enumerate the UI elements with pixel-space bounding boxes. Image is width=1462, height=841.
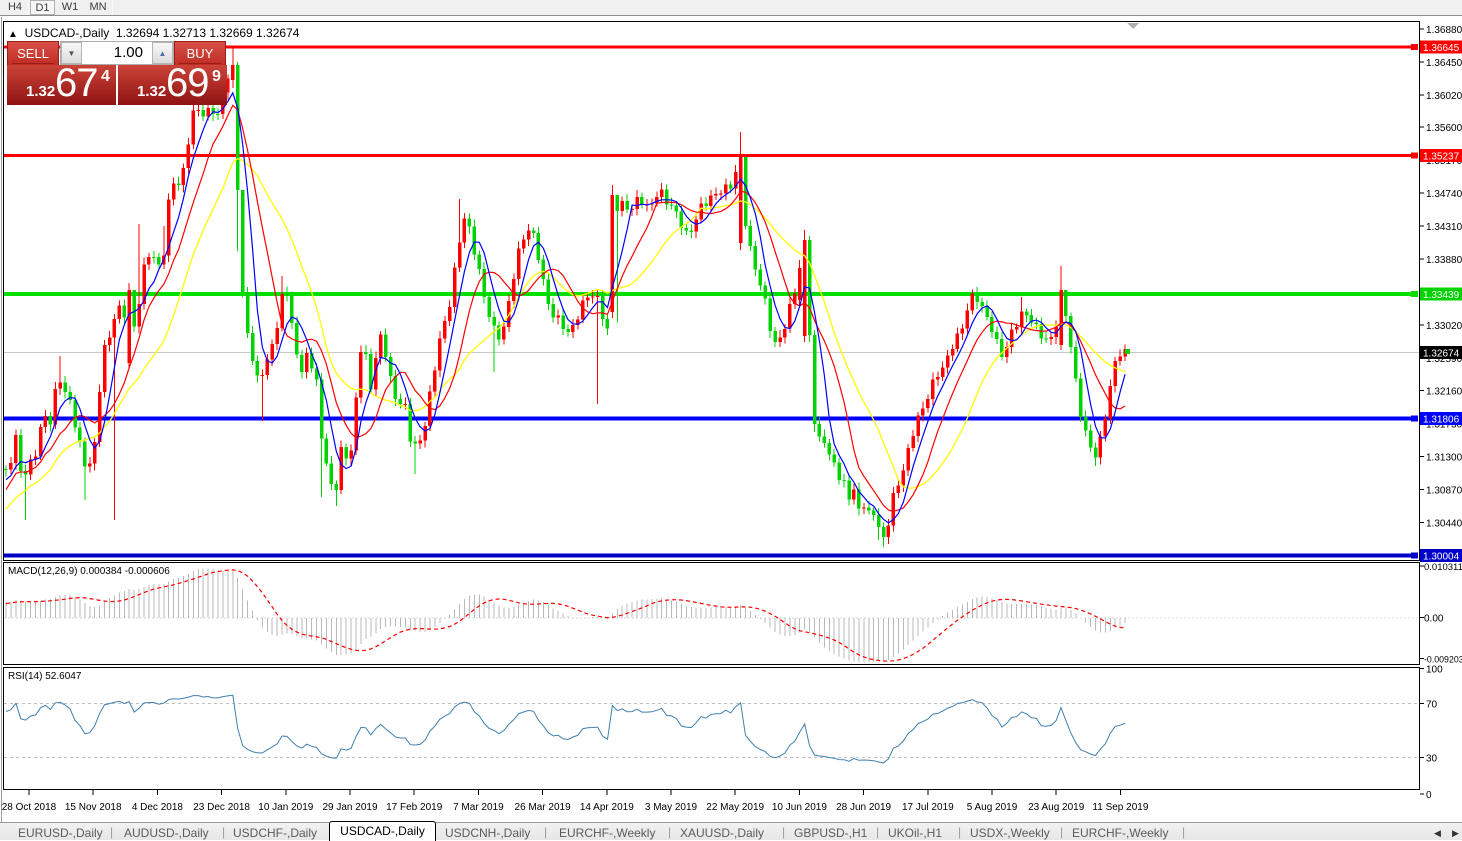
svg-text:0.00: 0.00 [1424, 614, 1444, 625]
svg-text:1.32160: 1.32160 [1426, 387, 1462, 398]
svg-text:5 Aug 2019: 5 Aug 2019 [967, 802, 1018, 813]
svg-text:1.30440: 1.30440 [1426, 519, 1462, 530]
svg-text:1.32674: 1.32674 [1423, 349, 1460, 360]
svg-text:17 Jul 2019: 17 Jul 2019 [902, 802, 954, 813]
svg-text:11 Sep 2019: 11 Sep 2019 [1092, 802, 1148, 813]
svg-text:1.35237: 1.35237 [1423, 152, 1460, 163]
svg-text:1.34310: 1.34310 [1426, 222, 1462, 233]
svg-text:22 May 2019: 22 May 2019 [706, 802, 764, 813]
svg-text:1.32590: 1.32590 [1426, 354, 1462, 365]
svg-text:70: 70 [1426, 700, 1438, 711]
svg-text:100: 100 [1426, 664, 1443, 675]
svg-text:30: 30 [1426, 754, 1438, 765]
svg-text:1.31300: 1.31300 [1426, 453, 1462, 464]
svg-text:10 Jan 2019: 10 Jan 2019 [258, 802, 313, 813]
svg-text:1.36645: 1.36645 [1423, 43, 1460, 54]
svg-text:1.33880: 1.33880 [1426, 255, 1462, 266]
svg-text:1.35600: 1.35600 [1426, 123, 1462, 134]
svg-text:15 Nov 2018: 15 Nov 2018 [65, 802, 122, 813]
svg-text:1.36450: 1.36450 [1426, 58, 1462, 69]
svg-text:0: 0 [1426, 790, 1432, 801]
svg-text:14 Apr 2019: 14 Apr 2019 [580, 802, 634, 813]
svg-text:28 Oct 2018: 28 Oct 2018 [2, 802, 57, 813]
svg-text:23 Dec 2018: 23 Dec 2018 [193, 802, 250, 813]
svg-text:1.36020: 1.36020 [1426, 91, 1462, 102]
svg-text:17 Feb 2019: 17 Feb 2019 [386, 802, 443, 813]
svg-text:3 May 2019: 3 May 2019 [645, 802, 698, 813]
svg-text:1.34740: 1.34740 [1426, 189, 1462, 200]
svg-text:1.36880: 1.36880 [1426, 25, 1462, 36]
svg-text:4 Dec 2018: 4 Dec 2018 [132, 802, 184, 813]
svg-text:28 Jun 2019: 28 Jun 2019 [836, 802, 891, 813]
svg-text:1.33020: 1.33020 [1426, 321, 1462, 332]
svg-text:29 Jan 2019: 29 Jan 2019 [322, 802, 377, 813]
svg-text:1.31806: 1.31806 [1423, 415, 1460, 426]
svg-text:1.30870: 1.30870 [1426, 486, 1462, 497]
svg-text:-0.009203: -0.009203 [1424, 655, 1462, 665]
svg-text:1.33439: 1.33439 [1423, 290, 1460, 301]
svg-text:26 Mar 2019: 26 Mar 2019 [515, 802, 572, 813]
svg-text:1.31730: 1.31730 [1426, 420, 1462, 431]
svg-text:23 Aug 2019: 23 Aug 2019 [1028, 802, 1085, 813]
svg-text:7 Mar 2019: 7 Mar 2019 [453, 802, 504, 813]
svg-text:1.30004: 1.30004 [1423, 552, 1460, 563]
svg-text:0.010311: 0.010311 [1424, 562, 1462, 573]
svg-text:10 Jun 2019: 10 Jun 2019 [772, 802, 827, 813]
